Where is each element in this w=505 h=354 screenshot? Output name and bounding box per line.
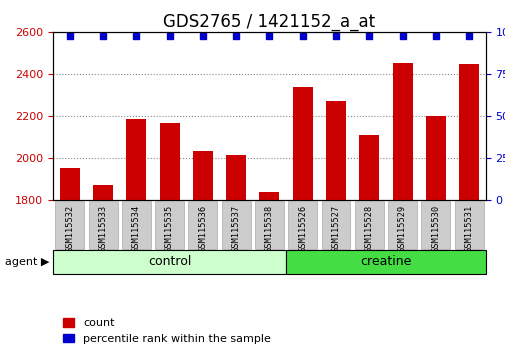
Bar — [255, 200, 283, 249]
Text: GSM115534: GSM115534 — [132, 205, 140, 252]
Bar — [288, 200, 317, 249]
Text: agent ▶: agent ▶ — [5, 257, 49, 267]
Text: GSM115535: GSM115535 — [165, 205, 174, 252]
Text: GSM115527: GSM115527 — [331, 205, 340, 252]
Bar — [354, 200, 383, 249]
Bar — [392, 63, 412, 200]
Legend: count, percentile rank within the sample: count, percentile rank within the sample — [59, 314, 275, 348]
Point — [132, 34, 140, 39]
Bar — [325, 101, 345, 200]
Point — [365, 34, 373, 39]
Text: GSM115536: GSM115536 — [198, 205, 207, 252]
Point — [99, 34, 107, 39]
Bar — [259, 192, 279, 200]
Bar — [188, 200, 217, 249]
Bar — [425, 116, 445, 200]
Text: GSM115537: GSM115537 — [231, 205, 240, 252]
Bar — [359, 135, 379, 200]
Text: control: control — [147, 256, 191, 268]
Point — [464, 34, 472, 39]
Text: GSM115531: GSM115531 — [464, 205, 473, 252]
Bar — [421, 200, 449, 249]
Bar — [60, 169, 80, 200]
Text: GSM115538: GSM115538 — [265, 205, 273, 252]
Bar — [155, 200, 184, 249]
Point — [165, 34, 173, 39]
Bar — [285, 250, 485, 274]
Point — [198, 34, 207, 39]
Bar — [122, 200, 150, 249]
Text: GSM115533: GSM115533 — [98, 205, 108, 252]
Point — [265, 34, 273, 39]
Text: creatine: creatine — [360, 256, 411, 268]
Bar — [321, 200, 350, 249]
Point — [331, 34, 339, 39]
Bar — [221, 200, 250, 249]
Text: GSM115528: GSM115528 — [364, 205, 373, 252]
Text: GSM115526: GSM115526 — [297, 205, 307, 252]
Title: GDS2765 / 1421152_a_at: GDS2765 / 1421152_a_at — [163, 13, 375, 30]
Text: GSM115532: GSM115532 — [65, 205, 74, 252]
Bar — [53, 250, 285, 274]
Bar — [387, 200, 416, 249]
Text: GSM115530: GSM115530 — [430, 205, 439, 252]
Bar — [159, 123, 179, 200]
Bar — [226, 155, 245, 200]
Bar — [126, 119, 146, 200]
Bar — [192, 150, 213, 200]
Point — [398, 34, 406, 39]
Point — [298, 34, 306, 39]
Bar — [458, 64, 478, 200]
Point — [431, 34, 439, 39]
Bar — [55, 200, 84, 249]
Bar — [454, 200, 483, 249]
Bar — [88, 200, 117, 249]
Bar — [93, 185, 113, 200]
Bar — [292, 86, 312, 200]
Point — [232, 34, 240, 39]
Point — [66, 34, 74, 39]
Text: GSM115529: GSM115529 — [397, 205, 406, 252]
